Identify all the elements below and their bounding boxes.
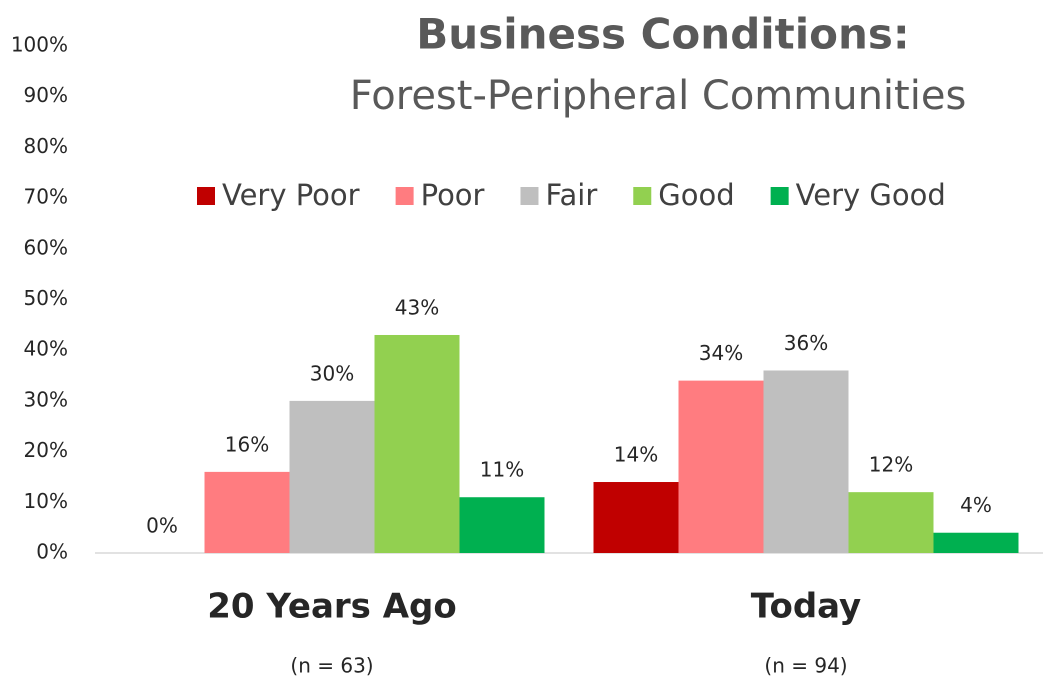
bar [593,482,679,553]
chart-subtitle: Forest-Peripheral Communities [350,73,967,119]
data-label: 11% [480,458,524,482]
data-label: 43% [395,295,439,319]
data-label: 0% [146,514,178,538]
bar [763,370,849,553]
legend-label: Fair [545,178,597,212]
x-tick-label: Today [751,587,861,627]
legend-swatch [197,187,215,205]
data-label: 14% [614,443,658,467]
legend-swatch [770,187,789,205]
data-label: 34% [699,341,743,365]
chart-title: Business Conditions: [416,10,909,59]
legend-label: Very Poor [222,178,360,212]
y-tick-label: 70% [24,185,68,209]
y-tick-label: 100% [11,33,68,57]
bar [374,334,460,553]
bar [848,492,934,553]
x-tick-sublabel: (n = 63) [290,654,373,678]
legend-swatch [520,187,539,205]
legend-label: Very Good [796,178,946,212]
y-tick-label: 90% [24,83,68,107]
data-label: 36% [784,331,828,355]
legend-swatch [633,187,652,205]
data-label: 12% [869,453,913,477]
y-tick-label: 40% [24,337,68,361]
bar [678,380,764,553]
data-label: 30% [310,361,354,385]
y-tick-label: 0% [36,540,68,564]
bar [459,497,545,553]
bar [289,400,375,553]
legend-swatch [395,187,414,205]
legend-label: Poor [421,178,485,212]
y-tick-label: 80% [24,134,68,158]
bar [933,532,1019,553]
data-label: 16% [225,432,269,456]
y-tick-label: 10% [24,489,68,513]
data-label: 4% [960,493,992,517]
y-tick-label: 60% [24,235,68,259]
bar [204,471,290,553]
y-tick-label: 50% [24,286,68,310]
x-tick-label: 20 Years Ago [207,587,457,627]
legend-label: Good [658,178,734,212]
x-tick-sublabel: (n = 94) [764,654,847,678]
y-tick-label: 20% [24,438,68,462]
y-tick-label: 30% [24,387,68,411]
